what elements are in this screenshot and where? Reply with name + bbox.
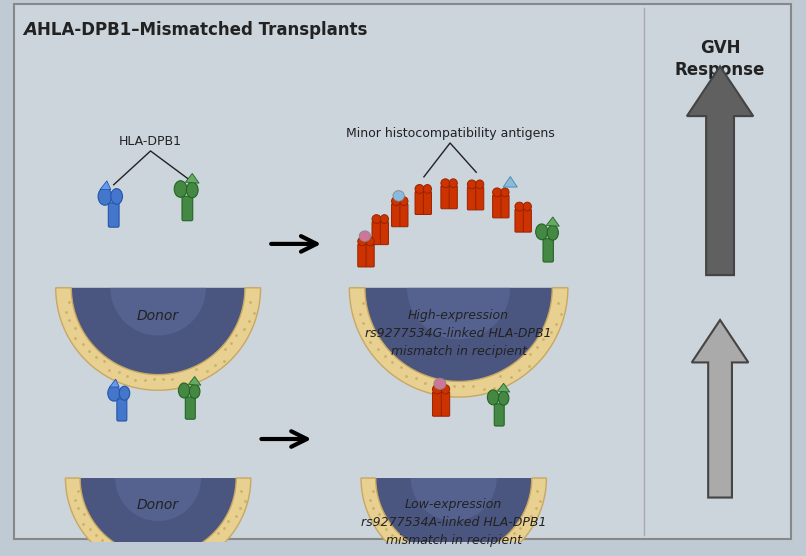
FancyBboxPatch shape bbox=[108, 203, 119, 227]
FancyBboxPatch shape bbox=[415, 191, 424, 215]
Ellipse shape bbox=[536, 224, 548, 240]
Ellipse shape bbox=[415, 185, 424, 193]
Polygon shape bbox=[349, 288, 568, 397]
Ellipse shape bbox=[393, 191, 405, 201]
Text: HLA-DPB1–Mismatched Transplants: HLA-DPB1–Mismatched Transplants bbox=[37, 22, 368, 39]
FancyBboxPatch shape bbox=[501, 195, 509, 218]
FancyBboxPatch shape bbox=[14, 4, 791, 539]
Ellipse shape bbox=[186, 182, 198, 198]
Ellipse shape bbox=[178, 383, 190, 398]
FancyBboxPatch shape bbox=[392, 203, 401, 227]
Ellipse shape bbox=[492, 188, 501, 197]
Ellipse shape bbox=[174, 181, 187, 197]
Polygon shape bbox=[692, 320, 748, 498]
Polygon shape bbox=[376, 478, 532, 556]
FancyBboxPatch shape bbox=[476, 187, 484, 210]
Text: Low-expression
rs9277534A-linked HLA-DPB1
mismatch in recipient: Low-expression rs9277534A-linked HLA-DPB… bbox=[361, 498, 546, 547]
FancyBboxPatch shape bbox=[515, 209, 524, 232]
Ellipse shape bbox=[523, 202, 531, 211]
Ellipse shape bbox=[547, 225, 559, 240]
Ellipse shape bbox=[498, 391, 509, 405]
FancyBboxPatch shape bbox=[494, 404, 505, 426]
Ellipse shape bbox=[392, 197, 401, 206]
Polygon shape bbox=[411, 478, 496, 521]
Ellipse shape bbox=[358, 237, 367, 246]
FancyBboxPatch shape bbox=[358, 244, 367, 267]
Text: HLA-DPB1: HLA-DPB1 bbox=[119, 135, 182, 148]
Ellipse shape bbox=[434, 378, 446, 389]
Polygon shape bbox=[110, 288, 206, 336]
FancyBboxPatch shape bbox=[423, 191, 431, 215]
Ellipse shape bbox=[476, 180, 484, 188]
Text: Minor histocompatibility antigens: Minor histocompatibility antigens bbox=[346, 127, 555, 140]
Polygon shape bbox=[56, 288, 260, 390]
FancyBboxPatch shape bbox=[185, 397, 195, 419]
Polygon shape bbox=[65, 478, 251, 556]
FancyBboxPatch shape bbox=[380, 222, 388, 245]
Polygon shape bbox=[365, 288, 552, 381]
Polygon shape bbox=[185, 173, 199, 183]
Polygon shape bbox=[110, 379, 119, 387]
Polygon shape bbox=[71, 288, 245, 375]
Ellipse shape bbox=[366, 237, 374, 246]
Ellipse shape bbox=[110, 188, 123, 204]
FancyBboxPatch shape bbox=[543, 239, 554, 262]
FancyBboxPatch shape bbox=[400, 203, 408, 227]
Text: High-expression
rs9277534G-linked HLA-DPB1
mismatch in recipient: High-expression rs9277534G-linked HLA-DP… bbox=[365, 309, 552, 358]
Polygon shape bbox=[115, 478, 201, 521]
FancyBboxPatch shape bbox=[441, 186, 450, 208]
Polygon shape bbox=[407, 288, 510, 339]
Polygon shape bbox=[497, 383, 509, 392]
Text: Donor: Donor bbox=[137, 498, 179, 512]
FancyBboxPatch shape bbox=[449, 186, 457, 208]
FancyBboxPatch shape bbox=[182, 196, 193, 221]
Polygon shape bbox=[100, 181, 110, 190]
Polygon shape bbox=[546, 217, 559, 226]
Ellipse shape bbox=[108, 385, 120, 401]
FancyBboxPatch shape bbox=[117, 399, 127, 421]
FancyBboxPatch shape bbox=[441, 392, 450, 416]
Ellipse shape bbox=[372, 215, 381, 224]
FancyBboxPatch shape bbox=[467, 187, 476, 210]
Ellipse shape bbox=[441, 385, 450, 394]
Ellipse shape bbox=[467, 180, 476, 188]
Ellipse shape bbox=[488, 390, 499, 405]
Polygon shape bbox=[361, 478, 546, 556]
Ellipse shape bbox=[189, 384, 200, 399]
Ellipse shape bbox=[501, 188, 509, 197]
Ellipse shape bbox=[98, 188, 112, 205]
Polygon shape bbox=[503, 176, 517, 187]
Polygon shape bbox=[189, 376, 201, 385]
Polygon shape bbox=[687, 66, 754, 275]
FancyBboxPatch shape bbox=[366, 244, 374, 267]
FancyBboxPatch shape bbox=[372, 222, 381, 245]
FancyBboxPatch shape bbox=[523, 209, 531, 232]
Ellipse shape bbox=[380, 215, 388, 224]
Ellipse shape bbox=[515, 202, 524, 211]
Ellipse shape bbox=[359, 231, 371, 241]
Polygon shape bbox=[80, 478, 236, 556]
FancyBboxPatch shape bbox=[492, 195, 501, 218]
Ellipse shape bbox=[449, 179, 457, 187]
Ellipse shape bbox=[400, 197, 408, 206]
Ellipse shape bbox=[441, 179, 450, 187]
Ellipse shape bbox=[433, 385, 442, 394]
Text: Donor: Donor bbox=[137, 309, 179, 323]
FancyBboxPatch shape bbox=[433, 392, 442, 416]
Text: GVH
Response: GVH Response bbox=[675, 39, 765, 79]
Ellipse shape bbox=[119, 386, 130, 400]
Ellipse shape bbox=[423, 185, 431, 193]
Text: A: A bbox=[23, 22, 37, 39]
